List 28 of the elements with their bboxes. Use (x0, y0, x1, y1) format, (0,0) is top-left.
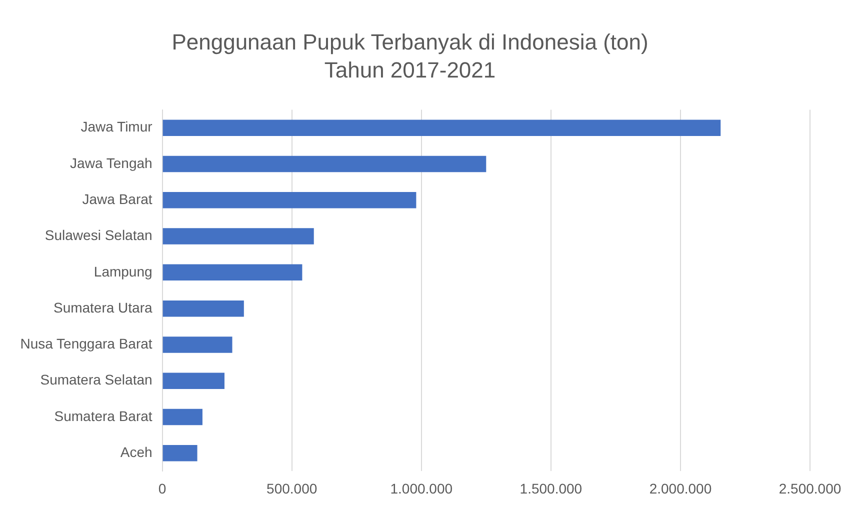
bar (162, 192, 416, 208)
y-tick-label: Sumatera Selatan (40, 372, 152, 388)
y-tick-label: Sulawesi Selatan (44, 227, 152, 244)
chart-title: Penggunaan Pupuk Terbanyak di Indonesia (ton) (172, 29, 648, 54)
y-tick-label: Jawa Barat (82, 191, 152, 208)
y-tick-label: Sumatera Barat (54, 408, 152, 424)
bar (162, 336, 232, 353)
bar (162, 120, 721, 136)
x-tick-label: 2.500.000 (778, 480, 842, 496)
y-tick-label: Sumatera Utara (53, 299, 153, 316)
bar (162, 156, 486, 172)
bar (162, 372, 224, 389)
x-tick-label: 1.000.000 (390, 480, 453, 496)
bar (162, 445, 198, 462)
x-tick-label: 2.000.000 (649, 480, 712, 496)
y-tick-label: Lampung (94, 263, 152, 280)
x-tick-label: 0 (158, 480, 166, 496)
bar (162, 300, 244, 317)
y-tick-label: Aceh (120, 444, 152, 460)
y-tick-label: Jawa Tengah (70, 154, 152, 171)
bar (162, 264, 302, 281)
x-tick-label: 500.000 (266, 480, 318, 496)
bar (162, 408, 202, 426)
bar (162, 228, 314, 244)
y-tick-label: Nusa Tenggara Barat (20, 336, 152, 352)
chart-subtitle: Tahun 2017-2021 (324, 58, 496, 83)
x-tick-label: 1.500.000 (520, 480, 582, 496)
y-tick-label: Jawa Timur (80, 118, 153, 135)
